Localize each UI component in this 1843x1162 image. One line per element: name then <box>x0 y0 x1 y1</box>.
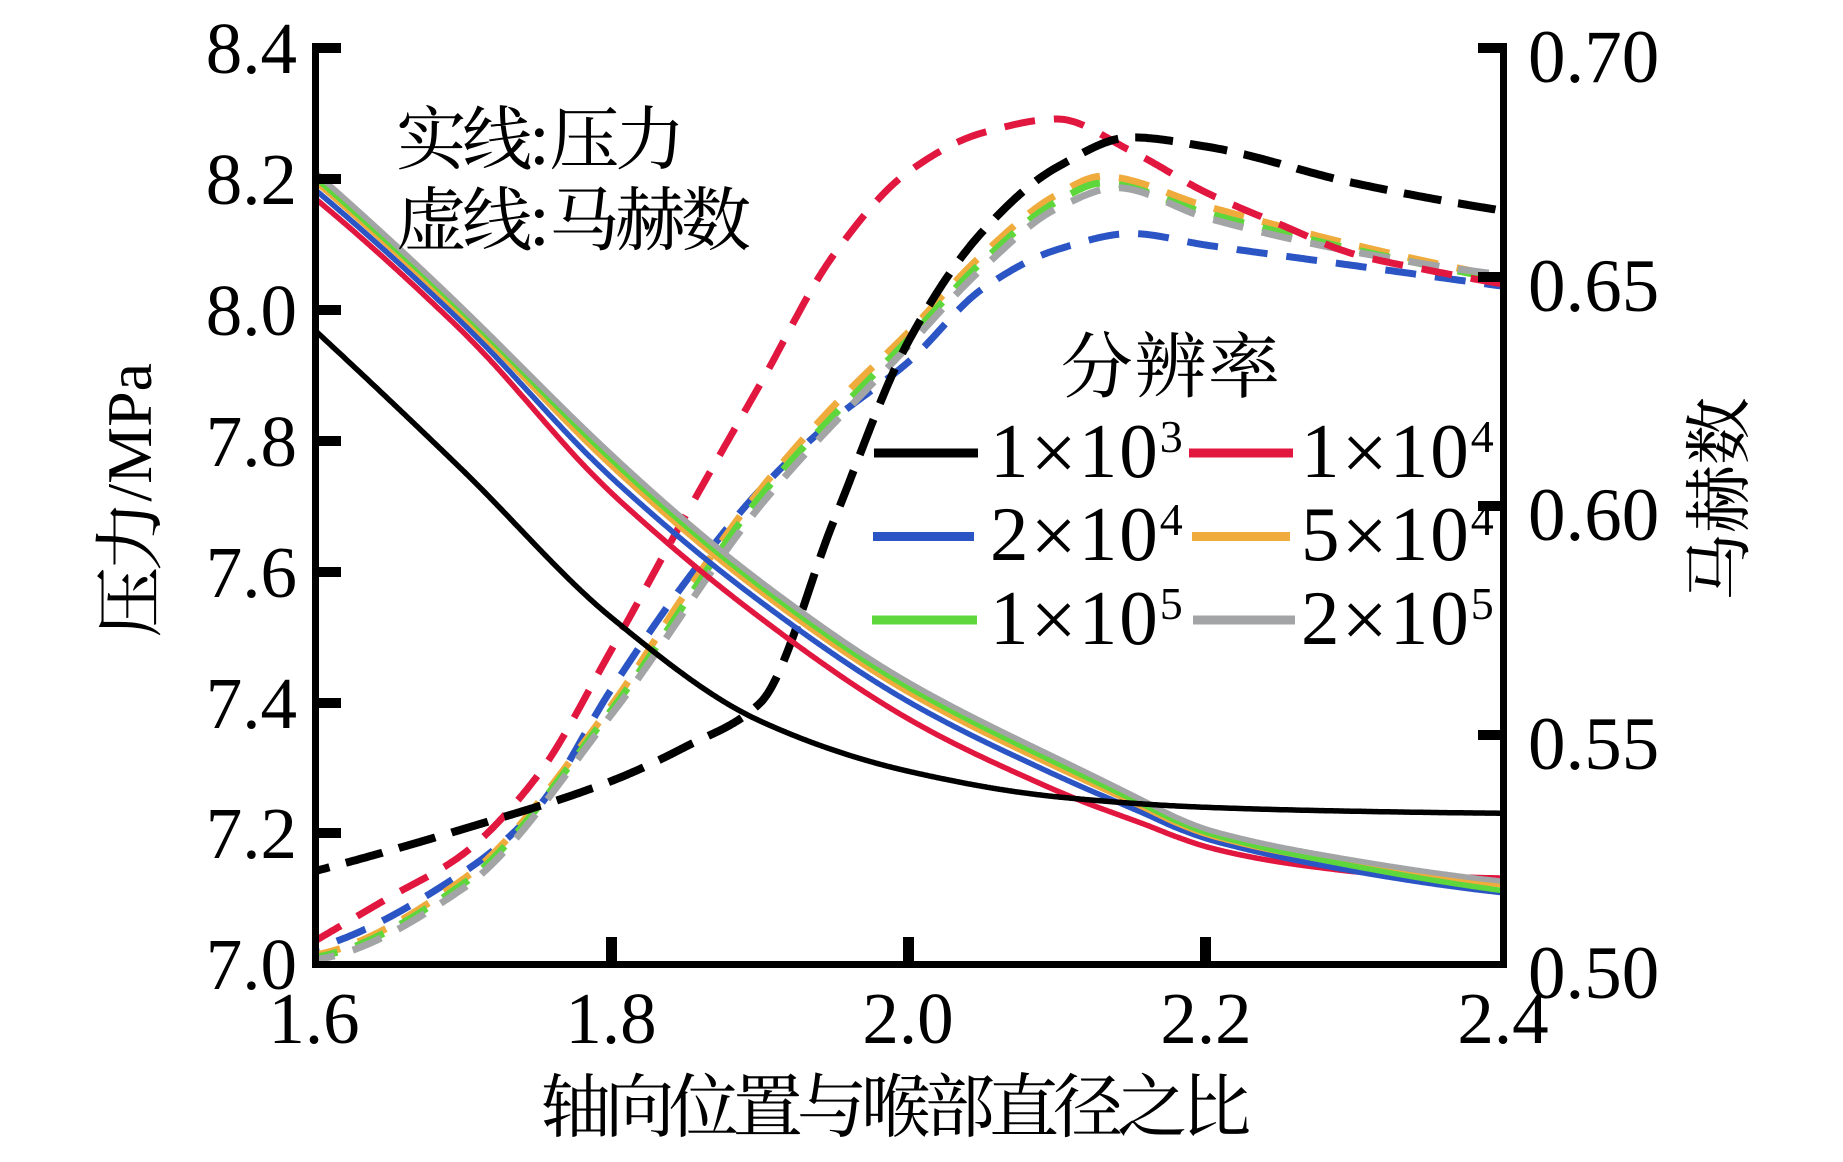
svg-text:1.6: 1.6 <box>268 978 359 1059</box>
svg-text:1×103: 1×103 <box>990 407 1185 498</box>
svg-text:0.70: 0.70 <box>1528 16 1659 99</box>
svg-text:5×104: 5×104 <box>1301 490 1496 581</box>
svg-text:7.4: 7.4 <box>206 663 297 744</box>
svg-text:/MPa: /MPa <box>94 363 165 502</box>
svg-text:2×104: 2×104 <box>990 490 1185 581</box>
svg-text:2.2: 2.2 <box>1160 978 1251 1059</box>
svg-text:7.8: 7.8 <box>206 401 297 482</box>
svg-text:0.65: 0.65 <box>1528 245 1659 328</box>
svg-text:0.60: 0.60 <box>1528 474 1659 557</box>
svg-text:0.55: 0.55 <box>1528 703 1659 786</box>
svg-text:8.4: 8.4 <box>206 8 297 89</box>
svg-text:7.2: 7.2 <box>206 793 297 874</box>
svg-text:0.50: 0.50 <box>1528 932 1659 1015</box>
svg-text:1×104: 1×104 <box>1301 407 1496 498</box>
svg-text:2.0: 2.0 <box>862 978 953 1059</box>
svg-text:1×105: 1×105 <box>990 574 1185 665</box>
svg-text:8.2: 8.2 <box>206 139 297 220</box>
svg-text:7.0: 7.0 <box>206 924 297 1005</box>
svg-text:2×105: 2×105 <box>1301 574 1496 665</box>
svg-text:8.0: 8.0 <box>206 270 297 351</box>
svg-text:7.6: 7.6 <box>206 532 297 613</box>
svg-text:2.4: 2.4 <box>1457 978 1548 1059</box>
svg-text:1.8: 1.8 <box>565 978 656 1059</box>
